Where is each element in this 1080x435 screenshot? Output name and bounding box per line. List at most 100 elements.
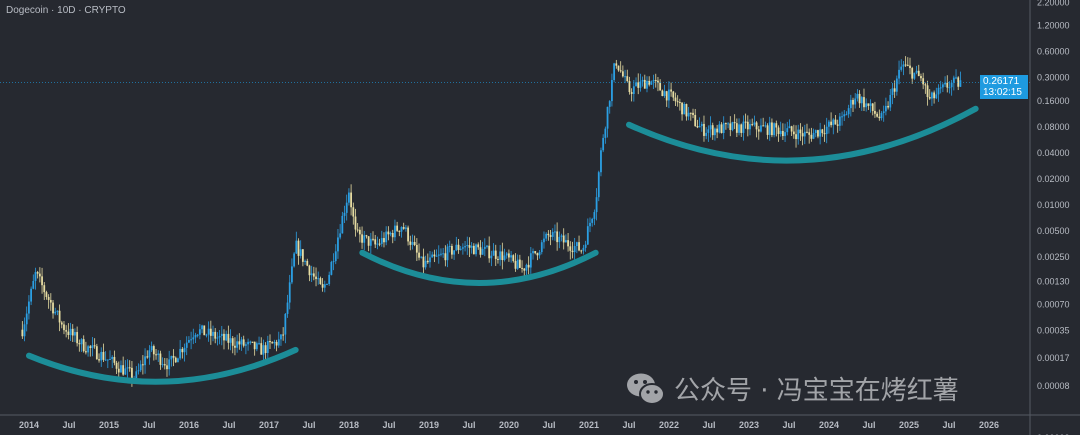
x-tick-label: Jul: [222, 420, 235, 430]
candle-body: [858, 93, 861, 104]
candle-body: [45, 292, 48, 297]
candle-body: [490, 255, 493, 259]
candle-body: [321, 284, 324, 288]
candle-body: [880, 113, 883, 119]
candle-body: [251, 341, 254, 343]
candle-body: [157, 353, 160, 355]
candle-body: [681, 102, 683, 115]
candle-body: [959, 80, 962, 87]
y-tick-label: 0.60000: [1037, 46, 1070, 56]
candle-body: [446, 246, 449, 261]
candle-body: [606, 106, 609, 129]
candle-body: [315, 276, 317, 280]
candle-body: [319, 278, 322, 285]
candle-body: [214, 331, 217, 339]
candle-body: [207, 328, 210, 335]
candle-body: [41, 276, 43, 286]
candle-body: [234, 345, 236, 348]
candle-body: [429, 257, 431, 263]
x-tick-label: 2023: [739, 420, 759, 430]
candle-body: [652, 80, 655, 82]
y-tick-label: 0.01000: [1037, 200, 1070, 210]
candle-body: [442, 253, 445, 255]
candle-body: [117, 368, 120, 373]
candle-body: [38, 273, 41, 277]
candle-body: [87, 346, 89, 353]
candle-body: [781, 130, 784, 137]
candle-body: [558, 236, 561, 243]
candle-body: [521, 267, 523, 269]
candle-body: [21, 329, 24, 337]
candle-body: [698, 126, 701, 128]
candle-body: [299, 249, 302, 256]
candle-body: [304, 260, 306, 262]
candle-body: [188, 340, 190, 343]
candle-body: [82, 339, 85, 352]
candle-body: [71, 328, 74, 336]
candle-body: [262, 345, 265, 355]
candle-body: [273, 341, 276, 344]
candle-body: [354, 216, 357, 230]
candle-body: [168, 359, 171, 370]
candle-body: [659, 82, 662, 91]
candle-body: [223, 333, 225, 341]
candle-body: [838, 116, 841, 126]
candle-body: [562, 235, 565, 243]
candle-body: [825, 126, 828, 135]
candle-body: [104, 359, 107, 361]
candle-body: [275, 341, 278, 346]
candle-body: [225, 333, 228, 341]
candle-body: [431, 254, 434, 258]
candle-body: [950, 82, 953, 88]
candle-body: [600, 150, 602, 173]
candle-body: [185, 342, 188, 348]
candle-body: [775, 123, 778, 128]
candle-body: [242, 339, 245, 346]
candle-body: [387, 231, 390, 235]
candle-body: [611, 80, 613, 102]
candle-body: [76, 332, 79, 344]
candle-body: [860, 97, 863, 104]
candle-body: [148, 350, 151, 358]
candle-body: [707, 129, 710, 133]
candle-body: [626, 76, 629, 82]
candle-body: [884, 105, 887, 112]
candle-body: [115, 362, 118, 369]
candle-body: [332, 261, 335, 263]
candle-body: [203, 325, 206, 336]
candle-body: [689, 112, 692, 114]
candle-body: [952, 77, 955, 83]
candle-body: [192, 337, 195, 340]
candle-body: [100, 351, 103, 361]
candle-body: [389, 232, 392, 235]
candle-body: [639, 81, 642, 88]
candle-body: [529, 253, 532, 268]
y-tick-label: 0.02000: [1037, 174, 1070, 184]
candle-body: [194, 334, 197, 338]
rounded-bottom-arc: [26, 346, 299, 385]
candle-body: [788, 126, 791, 129]
candle-body: [280, 334, 282, 340]
candle-body: [236, 341, 239, 348]
candle-body: [391, 232, 394, 238]
candle-body: [345, 202, 348, 213]
candle-body: [771, 122, 773, 136]
candle-body: [692, 112, 694, 115]
candle-body: [847, 108, 850, 115]
candle-body: [63, 324, 65, 331]
rounded-bottom-arc: [359, 249, 599, 286]
candle-body: [348, 192, 350, 203]
candle-body: [547, 233, 550, 236]
candle-body: [852, 99, 854, 105]
candle-body: [95, 346, 98, 360]
candle-body: [295, 240, 298, 254]
candle-body: [867, 103, 870, 106]
candle-body: [440, 253, 442, 255]
candle-body: [141, 364, 144, 366]
candle-body: [856, 93, 859, 99]
candle-body: [575, 242, 578, 247]
candle-body: [635, 82, 637, 87]
candle-body: [915, 70, 918, 73]
candle-body: [457, 244, 460, 250]
